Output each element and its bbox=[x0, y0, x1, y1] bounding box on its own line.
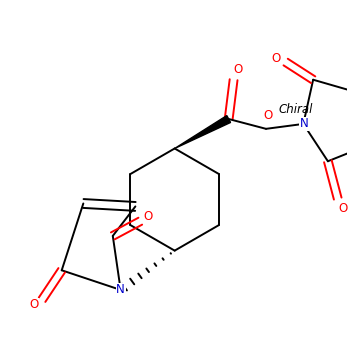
Text: O: O bbox=[30, 298, 39, 311]
Text: O: O bbox=[271, 51, 280, 65]
Text: O: O bbox=[338, 202, 347, 215]
Text: O: O bbox=[144, 210, 153, 223]
Polygon shape bbox=[175, 116, 231, 148]
Text: N: N bbox=[116, 284, 125, 296]
Text: O: O bbox=[233, 63, 242, 76]
Text: Chiral: Chiral bbox=[278, 103, 313, 116]
Text: O: O bbox=[263, 108, 273, 121]
Text: N: N bbox=[300, 117, 309, 131]
